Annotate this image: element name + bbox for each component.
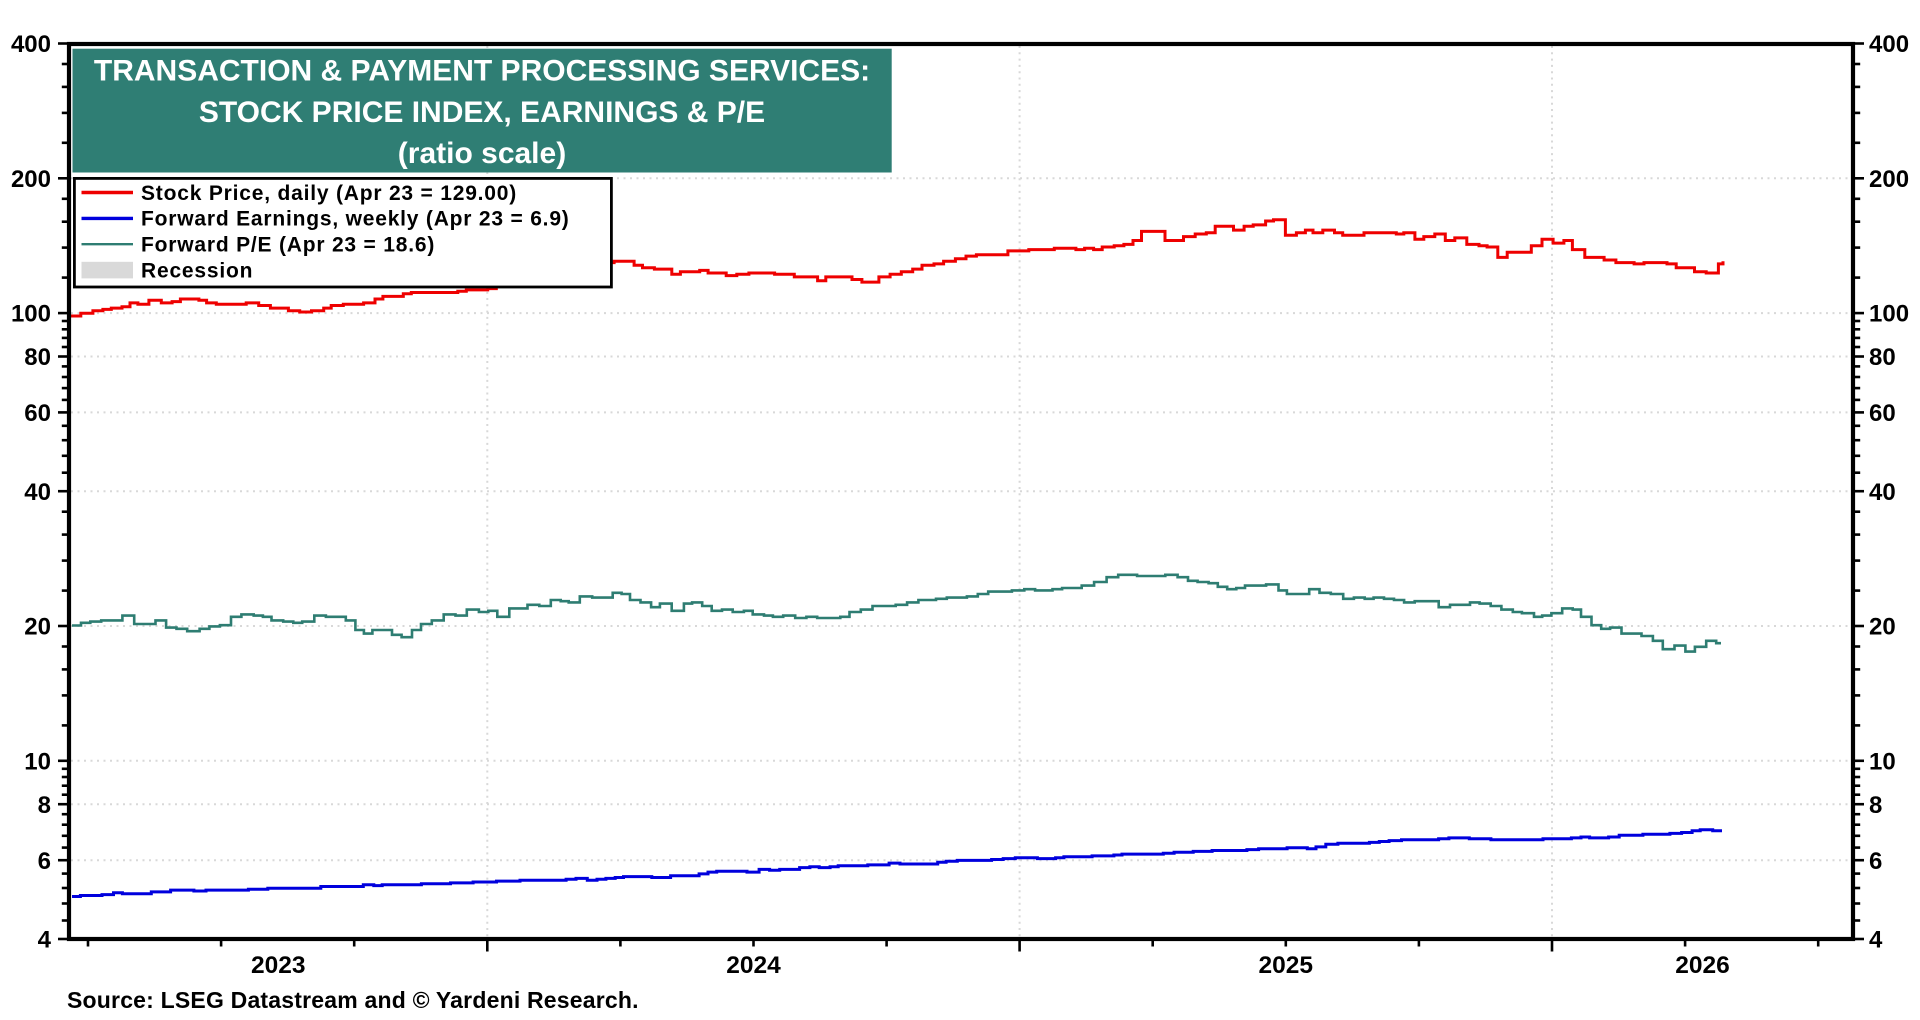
svg-text:6: 6 [1869,848,1882,875]
svg-text:40: 40 [24,479,51,506]
svg-text:2024: 2024 [726,952,781,979]
svg-text:60: 60 [1869,400,1896,427]
svg-text:STOCK PRICE INDEX, EARNINGS &: STOCK PRICE INDEX, EARNINGS & P/E [199,96,765,129]
svg-text:40: 40 [1869,479,1896,506]
svg-text:2026: 2026 [1675,952,1730,979]
svg-text:(ratio scale): (ratio scale) [398,137,566,170]
svg-text:6: 6 [38,848,51,875]
svg-text:100: 100 [11,301,51,328]
svg-text:TRANSACTION & PAYMENT PROCESSI: TRANSACTION & PAYMENT PROCESSING SERVICE… [94,55,870,88]
svg-text:80: 80 [24,344,51,371]
svg-text:80: 80 [1869,344,1896,371]
svg-text:2025: 2025 [1259,952,1314,979]
svg-text:400: 400 [1869,31,1909,58]
svg-text:200: 200 [11,166,51,193]
svg-text:Forward P/E (Apr 23 = 18.6): Forward P/E (Apr 23 = 18.6) [141,233,435,256]
svg-text:60: 60 [24,400,51,427]
svg-text:400: 400 [11,31,51,58]
svg-text:4: 4 [1869,927,1883,954]
svg-text:20: 20 [24,614,51,641]
svg-text:Recession: Recession [141,259,253,282]
svg-text:200: 200 [1869,166,1909,193]
svg-text:10: 10 [1869,748,1896,775]
svg-text:Forward Earnings, weekly (Apr: Forward Earnings, weekly (Apr 23 = 6.9) [141,208,570,231]
svg-text:4: 4 [38,927,52,954]
svg-text:100: 100 [1869,301,1909,328]
svg-text:Stock Price, daily (Apr 23 = 1: Stock Price, daily (Apr 23 = 129.00) [141,182,517,205]
svg-text:Source: LSEG Datastream and ©: Source: LSEG Datastream and © Yardeni Re… [67,987,639,1013]
svg-text:8: 8 [38,792,51,819]
svg-text:10: 10 [24,748,51,775]
svg-text:2023: 2023 [251,952,306,979]
svg-text:8: 8 [1869,792,1882,819]
svg-text:20: 20 [1869,614,1896,641]
